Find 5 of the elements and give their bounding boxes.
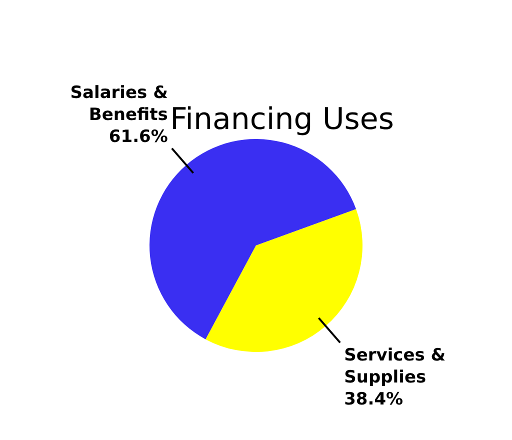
slice-label: Services & Supplies [344,345,446,388]
data-label: 61.6% [108,126,168,147]
data-label: 38.4% [344,389,404,410]
slice-label: Salaries & Benefits [70,82,168,125]
text: Financing Uses [170,102,394,137]
